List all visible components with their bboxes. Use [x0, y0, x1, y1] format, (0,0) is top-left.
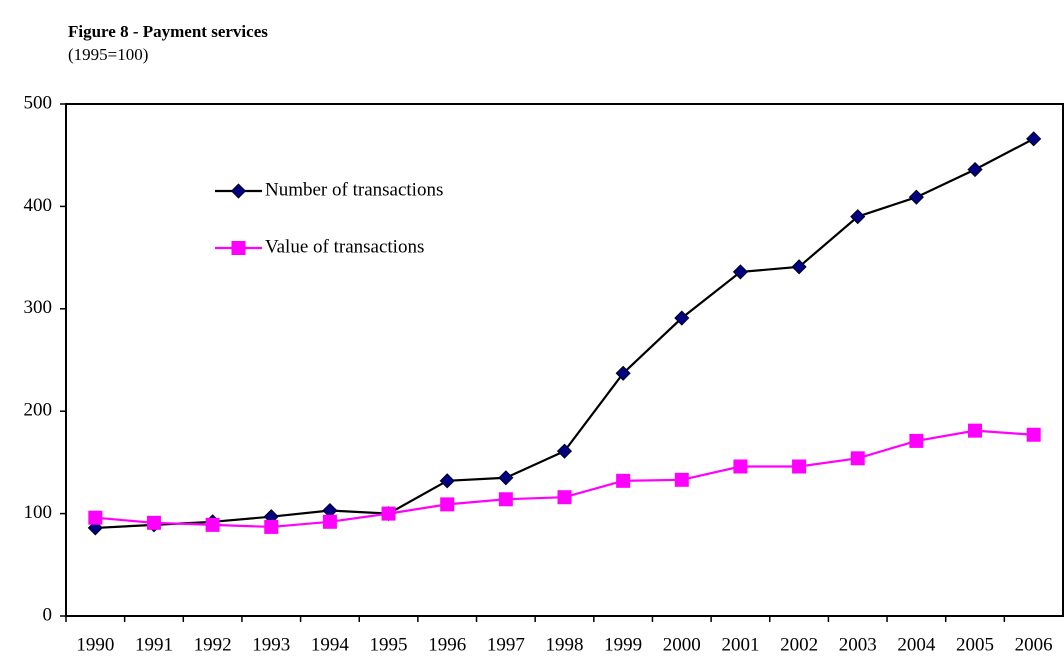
marker — [850, 451, 865, 466]
y-tick-label: 200 — [24, 400, 53, 421]
marker — [616, 473, 631, 488]
y-tick-label: 0 — [43, 604, 53, 625]
marker — [791, 259, 807, 275]
y-tick-label: 400 — [24, 195, 53, 216]
x-tick-label: 1998 — [546, 634, 584, 655]
marker — [1026, 427, 1041, 442]
marker — [498, 470, 514, 486]
marker — [556, 443, 573, 459]
x-tick-label: 1992 — [194, 634, 232, 655]
x-tick-label: 1995 — [370, 634, 408, 655]
marker — [498, 492, 513, 507]
x-tick-label: 2000 — [663, 634, 701, 655]
marker — [88, 510, 103, 525]
marker — [439, 473, 455, 489]
marker — [230, 183, 247, 199]
marker — [205, 517, 220, 532]
x-tick-label: 2002 — [780, 634, 818, 655]
marker — [732, 264, 749, 280]
x-tick-label: 1994 — [311, 634, 350, 655]
x-tick-label: 1991 — [135, 634, 173, 655]
marker — [322, 514, 337, 529]
chart-title: Figure 8 - Payment services — [68, 22, 268, 41]
marker — [1026, 131, 1042, 147]
x-tick-label: 2004 — [897, 634, 936, 655]
x-tick-label: 1996 — [428, 634, 466, 655]
marker — [909, 433, 924, 448]
series-line — [95, 137, 1035, 530]
x-tick-label: 2006 — [1015, 634, 1053, 655]
legend-label: Value of transactions — [265, 236, 424, 257]
marker — [792, 459, 807, 474]
y-tick-label: 500 — [24, 92, 53, 113]
x-tick-label: 1990 — [76, 634, 114, 655]
x-tick-label: 1993 — [252, 634, 290, 655]
marker — [908, 189, 924, 205]
x-tick-label: 1999 — [604, 634, 642, 655]
y-tick-label: 300 — [24, 297, 53, 318]
legend-label: Number of transactions — [265, 179, 443, 200]
marker — [674, 310, 690, 326]
marker — [968, 423, 983, 438]
chart-subtitle: (1995=100) — [68, 45, 148, 64]
x-tick-label: 2001 — [721, 634, 759, 655]
x-tick-label: 1997 — [487, 634, 525, 655]
marker — [674, 472, 689, 487]
marker — [146, 515, 161, 530]
plot-frame — [65, 103, 1064, 617]
marker — [850, 209, 866, 225]
x-tick-label: 2003 — [839, 634, 877, 655]
marker — [615, 365, 631, 381]
x-tick-label: 2005 — [956, 634, 994, 655]
marker — [967, 161, 983, 178]
marker — [557, 490, 572, 505]
y-tick-label: 100 — [24, 502, 53, 523]
marker — [231, 241, 246, 255]
marker — [733, 459, 748, 474]
marker — [264, 519, 279, 534]
marker — [440, 497, 455, 512]
marker — [381, 506, 396, 521]
